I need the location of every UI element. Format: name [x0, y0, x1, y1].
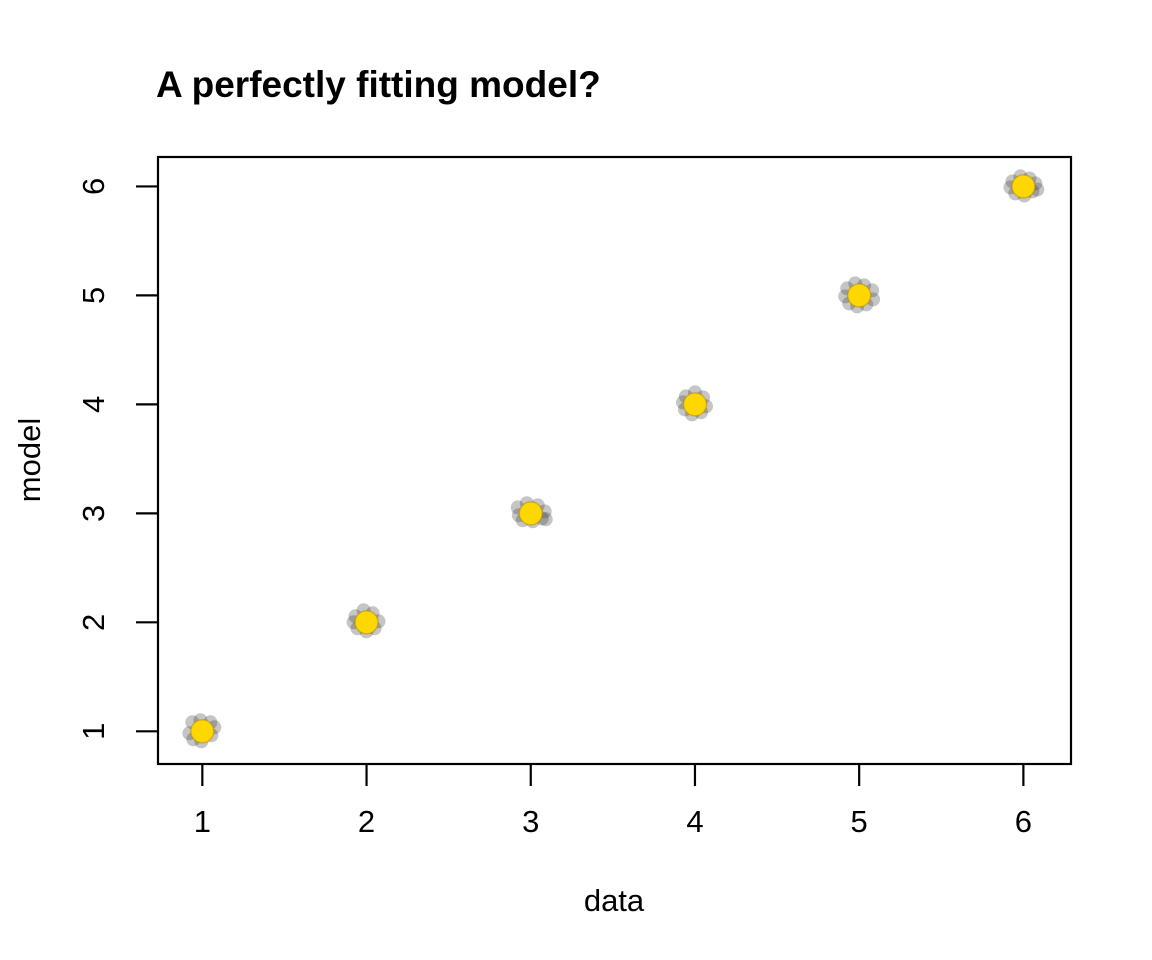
observed-data-point	[846, 283, 872, 308]
observed-data-point	[682, 392, 708, 417]
y-tick-label: 3	[76, 505, 111, 522]
x-axis-label: data	[584, 883, 645, 918]
chart-title: A perfectly fitting model?	[156, 64, 601, 105]
y-tick-label: 5	[76, 287, 111, 304]
observed-points-layer	[190, 174, 1036, 744]
y-axis-ticks: 1 2 3 4 5 6	[76, 178, 158, 740]
observed-data-point	[1011, 174, 1036, 199]
observed-data-point	[190, 719, 215, 744]
x-tick-label: 2	[358, 804, 375, 839]
x-axis-ticks: 1 2 3 4 5 6	[194, 764, 1032, 839]
y-axis-label: model	[12, 418, 47, 502]
replicate-point	[538, 512, 553, 527]
replicate-points-layer	[182, 169, 1045, 749]
x-tick-label: 6	[1015, 804, 1032, 839]
observed-data-point	[518, 501, 544, 526]
x-tick-label: 1	[194, 804, 211, 839]
plot-box	[156, 155, 1073, 766]
y-tick-label: 2	[76, 614, 111, 631]
observed-data-point	[354, 610, 379, 635]
y-tick-label: 6	[76, 178, 111, 195]
x-tick-label: 4	[686, 804, 703, 839]
y-tick-label: 4	[76, 396, 111, 413]
x-tick-label: 5	[851, 804, 868, 839]
x-tick-label: 3	[522, 804, 539, 839]
y-tick-label: 1	[76, 723, 111, 740]
